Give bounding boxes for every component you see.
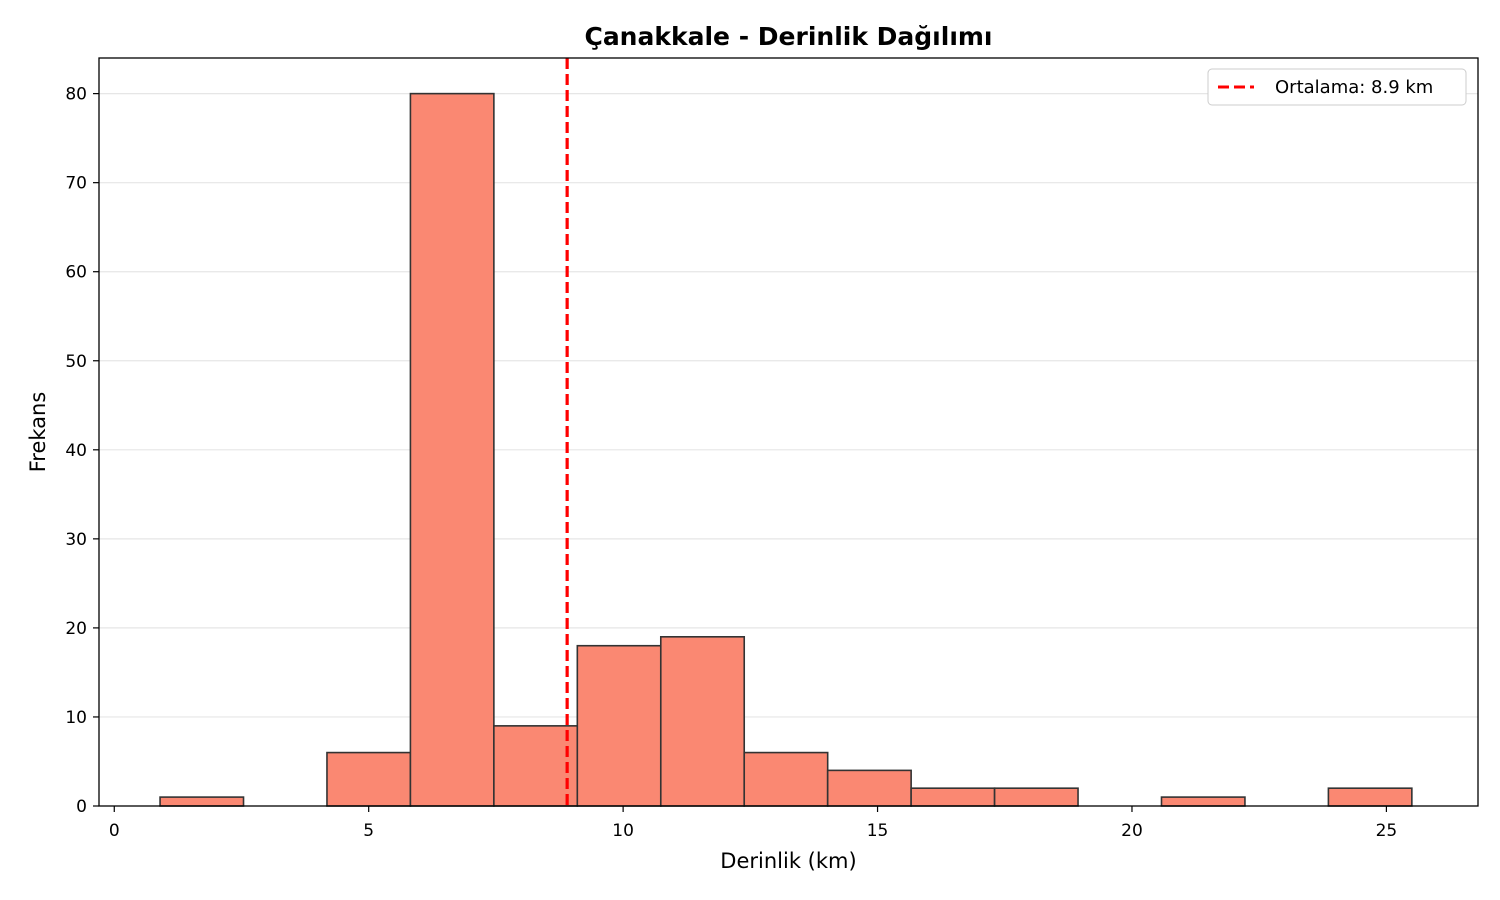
y-tick-label: 10 bbox=[65, 708, 87, 728]
x-axis-ticks: 0 5 10 15 20 25 bbox=[109, 806, 1397, 841]
y-axis-label: Frekans bbox=[26, 392, 50, 473]
y-tick-label: 70 bbox=[65, 174, 87, 194]
histogram-bar bbox=[159, 796, 245, 807]
x-axis-label: Derinlik (km) bbox=[720, 849, 856, 873]
chart-title: Çanakkale - Derinlik Dağılımı bbox=[584, 22, 992, 51]
histogram-bar bbox=[493, 725, 579, 807]
legend: Ortalama: 8.9 km bbox=[1207, 68, 1467, 106]
y-tick-label: 50 bbox=[65, 352, 87, 372]
histogram-bar bbox=[409, 92, 495, 807]
legend-box bbox=[1207, 68, 1467, 106]
x-tick-label: 15 bbox=[867, 821, 889, 841]
y-axis-ticks: 0 10 20 30 40 50 60 70 80 bbox=[65, 85, 99, 817]
y-tick-label: 0 bbox=[76, 797, 87, 817]
x-tick-label: 10 bbox=[612, 821, 634, 841]
histogram-bar bbox=[1327, 787, 1413, 807]
histogram-bar bbox=[659, 636, 746, 807]
y-tick-label: 40 bbox=[65, 441, 87, 461]
histogram-bar bbox=[1160, 796, 1246, 807]
y-tick-label: 30 bbox=[65, 530, 87, 550]
histogram-bars bbox=[159, 92, 1413, 807]
histogram-bar bbox=[910, 787, 996, 807]
y-tick-label: 80 bbox=[65, 85, 87, 105]
histogram-bar bbox=[326, 751, 412, 807]
x-tick-label: 20 bbox=[1121, 821, 1143, 841]
histogram-bar bbox=[576, 644, 662, 807]
legend-label-mean: Ortalama: 8.9 km bbox=[1275, 77, 1433, 98]
histogram-bar bbox=[993, 787, 1079, 807]
x-tick-label: 0 bbox=[109, 821, 120, 841]
y-tick-label: 20 bbox=[65, 619, 87, 639]
plot-frame bbox=[98, 57, 1479, 807]
x-tick-label: 25 bbox=[1376, 821, 1398, 841]
histogram-bar bbox=[743, 751, 829, 807]
grid-lines bbox=[99, 93, 1478, 718]
histogram-bar bbox=[826, 769, 912, 807]
y-tick-label: 60 bbox=[65, 263, 87, 283]
x-tick-label: 5 bbox=[363, 821, 374, 841]
